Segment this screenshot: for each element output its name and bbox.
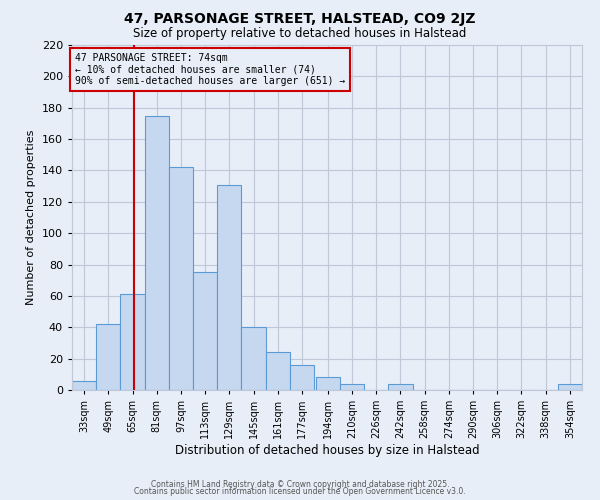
Text: 47 PARSONAGE STREET: 74sqm
← 10% of detached houses are smaller (74)
90% of semi: 47 PARSONAGE STREET: 74sqm ← 10% of deta… [75, 53, 345, 86]
Bar [145, 116, 169, 390]
Text: 47, PARSONAGE STREET, HALSTEAD, CO9 2JZ: 47, PARSONAGE STREET, HALSTEAD, CO9 2JZ [124, 12, 476, 26]
Bar [193, 272, 217, 390]
Bar [121, 294, 145, 390]
Bar [316, 378, 340, 390]
Text: Size of property relative to detached houses in Halstead: Size of property relative to detached ho… [133, 28, 467, 40]
Text: Contains public sector information licensed under the Open Government Licence v3: Contains public sector information licen… [134, 488, 466, 496]
Bar [96, 324, 121, 390]
Bar [388, 384, 413, 390]
Y-axis label: Number of detached properties: Number of detached properties [26, 130, 36, 305]
Bar [290, 365, 314, 390]
Text: Contains HM Land Registry data © Crown copyright and database right 2025.: Contains HM Land Registry data © Crown c… [151, 480, 449, 489]
Bar [340, 384, 364, 390]
X-axis label: Distribution of detached houses by size in Halstead: Distribution of detached houses by size … [175, 444, 479, 457]
Bar [241, 328, 266, 390]
Bar [72, 380, 96, 390]
Bar [558, 384, 582, 390]
Bar [169, 168, 193, 390]
Bar [217, 184, 241, 390]
Bar [266, 352, 290, 390]
